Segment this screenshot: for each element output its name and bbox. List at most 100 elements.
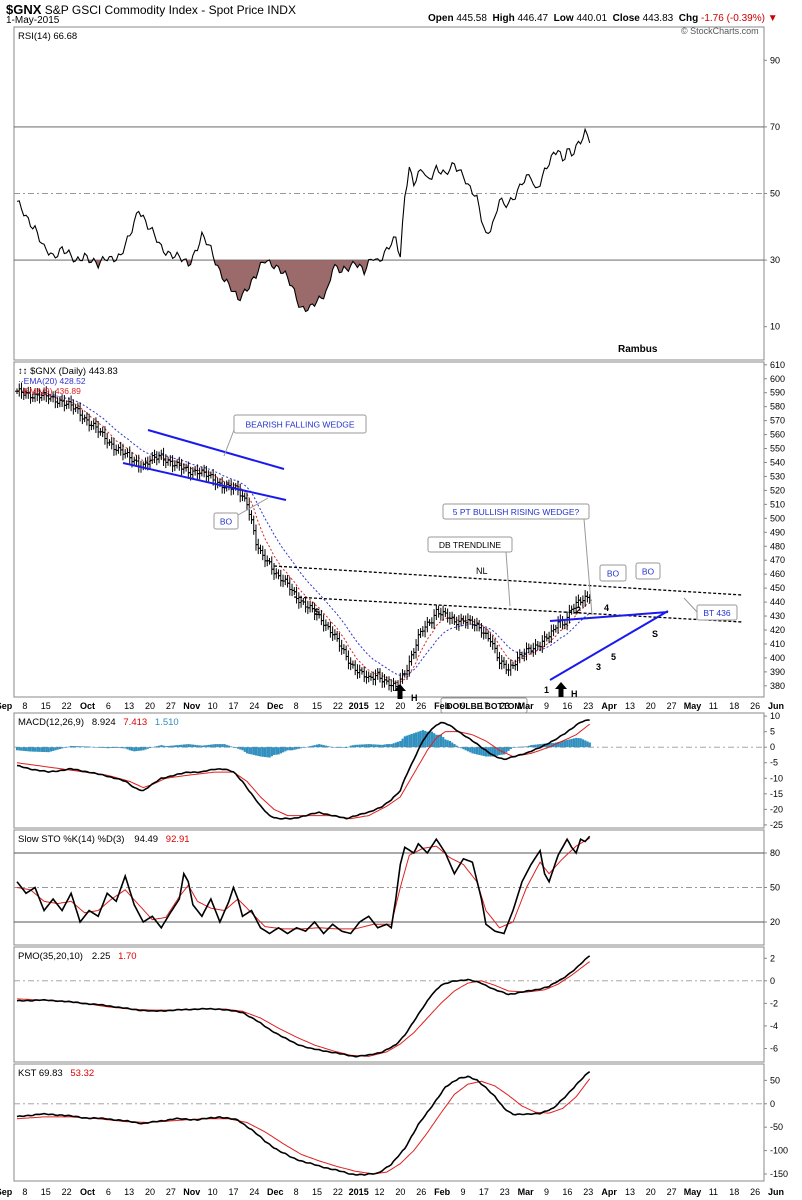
histogram-bar bbox=[232, 747, 235, 748]
histogram-bar bbox=[410, 733, 413, 748]
histogram-bar bbox=[52, 747, 55, 751]
x-axis-label: 26 bbox=[416, 701, 426, 711]
x-axis-label: 2015 bbox=[349, 1187, 369, 1197]
histogram-bar bbox=[536, 744, 539, 748]
x-axis-label: 17 bbox=[229, 701, 239, 711]
x-axis-label: 9 bbox=[544, 1187, 549, 1197]
sto-k-line bbox=[16, 835, 591, 935]
callout-line bbox=[683, 597, 698, 613]
histogram-bar bbox=[408, 734, 411, 748]
histogram-bar bbox=[315, 744, 319, 748]
rising-wedge-label: 5 PT BULLISH RISING WEDGE? bbox=[453, 507, 580, 517]
x-axis-label: 9 bbox=[544, 701, 549, 711]
histogram-bar bbox=[36, 747, 39, 752]
histogram-bar bbox=[484, 747, 488, 757]
histogram-bar bbox=[254, 747, 258, 756]
histogram-bar bbox=[264, 747, 267, 758]
histogram-bar bbox=[22, 747, 25, 751]
wedge-point-1: 1 bbox=[544, 685, 549, 695]
histogram-bar bbox=[469, 747, 472, 753]
y-tick-label: 410 bbox=[770, 639, 785, 649]
y-tick-label: 80 bbox=[770, 848, 780, 858]
histogram-bar bbox=[327, 746, 330, 748]
histogram-bar bbox=[397, 741, 400, 748]
y-tick-label: -10 bbox=[770, 773, 783, 783]
histogram-bar bbox=[218, 744, 222, 748]
histogram-bar bbox=[426, 731, 429, 748]
histogram-bar bbox=[453, 744, 456, 748]
histogram-bar bbox=[369, 744, 373, 748]
histogram-bar bbox=[493, 747, 497, 757]
histogram-bar bbox=[478, 747, 481, 755]
histogram-bar bbox=[25, 747, 28, 752]
x-axis-label: 11 bbox=[709, 701, 718, 711]
x-axis-label: 26 bbox=[750, 1187, 760, 1197]
histogram-bar bbox=[164, 746, 167, 748]
histogram-bar bbox=[72, 746, 75, 748]
histogram-bar bbox=[56, 747, 59, 750]
histogram-bar bbox=[518, 746, 521, 748]
y-tick-label: 500 bbox=[770, 513, 785, 523]
callout-line bbox=[237, 497, 269, 516]
histogram-bar bbox=[275, 747, 278, 755]
ohlc-readout: Open 445.58 High 446.47 Low 440.01 Close… bbox=[428, 13, 778, 24]
db-trendline-label-box bbox=[427, 536, 513, 553]
histogram-bar bbox=[313, 745, 316, 748]
histogram-bar bbox=[473, 747, 476, 754]
double-bottom-arrow-2 bbox=[555, 682, 567, 697]
macd-legend-value: 8.924 bbox=[92, 717, 116, 728]
histogram-bar bbox=[372, 744, 375, 748]
x-axis-label: 2015 bbox=[349, 701, 369, 711]
y-tick-label: 0 bbox=[770, 976, 775, 986]
histogram-bar bbox=[586, 741, 589, 748]
x-axis-label: 20 bbox=[646, 1187, 656, 1197]
histogram-bar bbox=[324, 745, 328, 748]
histogram-bar bbox=[268, 747, 271, 758]
histogram-bar bbox=[94, 747, 98, 748]
sto-legend-name: Slow STO %K(14) %D(3) bbox=[18, 834, 124, 845]
y-tick-label: 50 bbox=[770, 883, 780, 893]
histogram-bar bbox=[464, 747, 467, 751]
histogram-bar bbox=[279, 747, 282, 754]
histogram-bar bbox=[61, 747, 64, 749]
y-tick-label: 600 bbox=[770, 374, 785, 384]
histogram-bar bbox=[336, 747, 339, 748]
x-axis-label: 12 bbox=[375, 701, 385, 711]
histogram-bar bbox=[273, 747, 276, 755]
histogram-bar bbox=[171, 745, 174, 748]
histogram-bar bbox=[363, 744, 366, 748]
histogram-bar bbox=[187, 744, 190, 748]
histogram-bar bbox=[126, 747, 129, 750]
histogram-bar bbox=[81, 746, 84, 748]
bo-label-3-box bbox=[635, 562, 661, 580]
x-axis-label: Oct bbox=[80, 701, 95, 711]
histogram-bar bbox=[58, 747, 62, 750]
credit-text: © StockCharts.com bbox=[681, 26, 759, 36]
histogram-bar bbox=[412, 733, 415, 748]
histogram-bar bbox=[345, 747, 348, 748]
x-axis-label: 20 bbox=[145, 701, 155, 711]
low-value: 440.01 bbox=[576, 13, 608, 24]
macd-legend-hist: 1.510 bbox=[155, 717, 179, 728]
y-tick-label: -25 bbox=[770, 820, 783, 830]
histogram-bar bbox=[374, 744, 377, 748]
histogram-bar bbox=[191, 744, 195, 748]
histogram-bar bbox=[399, 740, 402, 748]
kst-legend-signal: 53.32 bbox=[70, 1068, 94, 1079]
callout-line bbox=[223, 429, 235, 457]
y-tick-label: -2 bbox=[770, 998, 778, 1008]
histogram-bar bbox=[216, 744, 219, 748]
histogram-bar bbox=[403, 736, 406, 748]
panel-frame bbox=[13, 712, 765, 829]
histogram-bar bbox=[119, 747, 122, 749]
bo-label-3: BO bbox=[642, 567, 655, 577]
x-axis-label: 15 bbox=[41, 1187, 51, 1197]
close-value: 443.83 bbox=[642, 13, 674, 24]
histogram-bar bbox=[439, 734, 443, 748]
histogram-bar bbox=[385, 744, 388, 748]
histogram-bar bbox=[381, 744, 384, 748]
x-axis-label: 18 bbox=[729, 1187, 739, 1197]
bearish-falling-wedge-label: BEARISH FALLING WEDGE bbox=[245, 420, 354, 430]
histogram-bar bbox=[43, 747, 46, 753]
panel-frame bbox=[13, 946, 765, 1063]
